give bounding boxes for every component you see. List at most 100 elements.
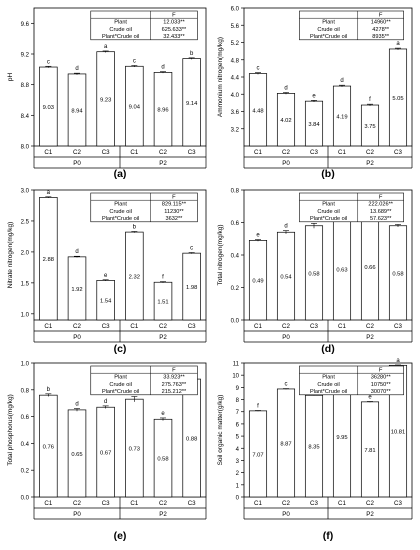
significance-letter: d — [75, 66, 78, 72]
significance-letter: a — [47, 190, 51, 196]
x-tick-label: C2 — [282, 149, 290, 156]
y-tick-label: 3 — [236, 459, 240, 465]
x-tick-label: C1 — [338, 149, 346, 156]
panel-caption: (e) — [114, 530, 127, 542]
bar-value-label: 0.58 — [157, 457, 168, 463]
stats-table-f-value: 10750** — [371, 382, 392, 388]
stats-table-factor: Crude oil — [317, 209, 339, 215]
x-tick-label: C1 — [44, 149, 52, 156]
x-tick-label: C2 — [366, 500, 374, 507]
bar-value-label: 9.14 — [186, 101, 198, 107]
y-tick-label: 0.2 — [231, 286, 240, 292]
stats-table-header: F — [379, 194, 383, 200]
y-tick-label: 0.4 — [21, 442, 30, 448]
significance-letter: d — [284, 86, 287, 92]
y-tick-label: 5.6 — [231, 24, 240, 30]
bar-value-label: 2.32 — [129, 275, 140, 281]
bar-value-label: 2.88 — [43, 257, 54, 263]
y-tick-label: 10 — [232, 374, 239, 380]
panel-caption: (a) — [114, 168, 127, 180]
bar-value-label: 1.92 — [71, 287, 82, 293]
significance-letter: b — [190, 51, 194, 57]
y-tick-label: 3.6 — [231, 110, 240, 116]
x-tick-label: C2 — [73, 500, 81, 507]
stats-table-frame — [90, 10, 198, 41]
x-tick-label: C2 — [159, 149, 167, 156]
chart-panel-6: 0 1 2 3 4 5 6 7 8 9 10 11 Soil organic matter(g/kg) f… — [217, 358, 413, 542]
x-tick-label: C3 — [102, 500, 110, 507]
panel-caption: (c) — [114, 343, 127, 355]
x-tick-label: C2 — [282, 323, 290, 330]
y-tick-label: 3.0 — [21, 189, 30, 195]
y-tick-label: 4.8 — [231, 58, 240, 64]
y-tick-label: 8.4 — [21, 114, 30, 120]
group-label: P0 — [282, 334, 290, 341]
bar-value-label: 0.66 — [364, 265, 375, 271]
x-tick-label: C3 — [188, 149, 196, 156]
x-tick-label: C2 — [282, 500, 290, 507]
bar-value-label: 4.19 — [336, 115, 347, 121]
x-tick-label: C1 — [130, 500, 138, 507]
stats-table-frame — [299, 192, 404, 223]
x-tick-label: C1 — [338, 323, 346, 330]
group-label: P2 — [366, 334, 374, 341]
stats-table-factor: Plant*Crude oil — [102, 216, 139, 222]
bar-value-label: 3.75 — [364, 124, 375, 130]
y-tick-label: 2.5 — [21, 219, 30, 225]
significance-letter: d — [75, 402, 78, 408]
x-tick-label: C1 — [254, 500, 262, 507]
stats-table: F Plant 14960** Crude oil 4278** Plant*Crude … — [299, 10, 404, 41]
stats-table-frame — [299, 365, 404, 396]
y-axis-label: pH — [7, 73, 14, 82]
stats-table-f-value: 30070** — [371, 389, 392, 395]
y-tick-label: 4.4 — [231, 76, 240, 82]
significance-letter: f — [257, 404, 259, 410]
stats-table-factor: Plant — [114, 375, 127, 381]
x-tick-label: C1 — [338, 500, 346, 507]
group-label: P0 — [73, 160, 81, 167]
x-tick-label: C1 — [254, 323, 262, 330]
x-tick-label: C3 — [310, 149, 318, 156]
x-tick-label: C3 — [310, 500, 318, 507]
bar-value-label: 0.49 — [252, 279, 263, 285]
significance-letter: d — [104, 399, 107, 405]
bar-value-label: 8.96 — [157, 108, 168, 114]
chart-panel-3: 1.0 1.5 2.0 2.5 3.0 Nitrate nitrogen(mg/kg) a 2… — [7, 189, 207, 355]
bar-value-label: 3.84 — [308, 122, 320, 128]
group-label: P2 — [366, 160, 374, 167]
stats-table: F Plant 222.026** Crude oil 13.689** Plant*Cr… — [299, 192, 404, 223]
significance-letter: f — [162, 275, 164, 281]
y-tick-label: 0.4 — [231, 254, 240, 260]
stats-table-factor: Plant — [322, 202, 335, 208]
chart-panel-4: 0.0 0.2 0.4 0.6 0.8 Total nitrogen(mg/kg) e 0.4… — [217, 189, 413, 355]
y-tick-label: 2.0 — [21, 250, 30, 256]
x-tick-label: C1 — [44, 500, 52, 507]
y-tick-label: 4 — [236, 447, 240, 453]
bar-value-label: 8.94 — [71, 108, 83, 114]
y-tick-label: 8 — [236, 398, 240, 404]
significance-letter: d — [75, 249, 78, 255]
stats-table: F Plant 829.115** Crude oil 11230** Plant*Cru… — [90, 192, 198, 223]
bar-value-label: 0.63 — [336, 267, 347, 273]
stats-table: F Plant 36280** Crude oil 10750** Plant*Crude… — [299, 365, 404, 396]
x-tick-label: C1 — [44, 323, 52, 330]
stats-table-factor: Crude oil — [109, 209, 131, 215]
chart-panel-5: 0.0 0.2 0.4 0.6 0.8 1.0 Total phosphorus(mg/kg… — [7, 362, 207, 542]
y-tick-label: 7 — [236, 410, 240, 416]
stats-table-frame — [90, 365, 198, 396]
stats-table-factor: Crude oil — [317, 382, 339, 388]
significance-letter: e — [312, 93, 316, 99]
x-tick-label: C2 — [73, 149, 81, 156]
chart-panel-1: 8.0 8.4 8.8 9.2 9.6 pH c 9.03 d 8.94 a 9.23 c 9.04 d 8.… — [7, 7, 207, 180]
bar-value-label: 0.76 — [43, 445, 54, 451]
significance-letter: e — [104, 273, 108, 279]
stats-table-f-value: 4278** — [372, 27, 390, 33]
y-tick-label: 5.2 — [231, 41, 240, 47]
stats-table-f-value: 12.033** — [163, 20, 185, 26]
group-label: P2 — [159, 511, 167, 518]
stats-table-frame — [299, 10, 404, 41]
y-tick-label: 0.6 — [231, 221, 240, 227]
bar-value-label: 1.51 — [157, 300, 168, 306]
stats-table-header: F — [172, 12, 176, 18]
